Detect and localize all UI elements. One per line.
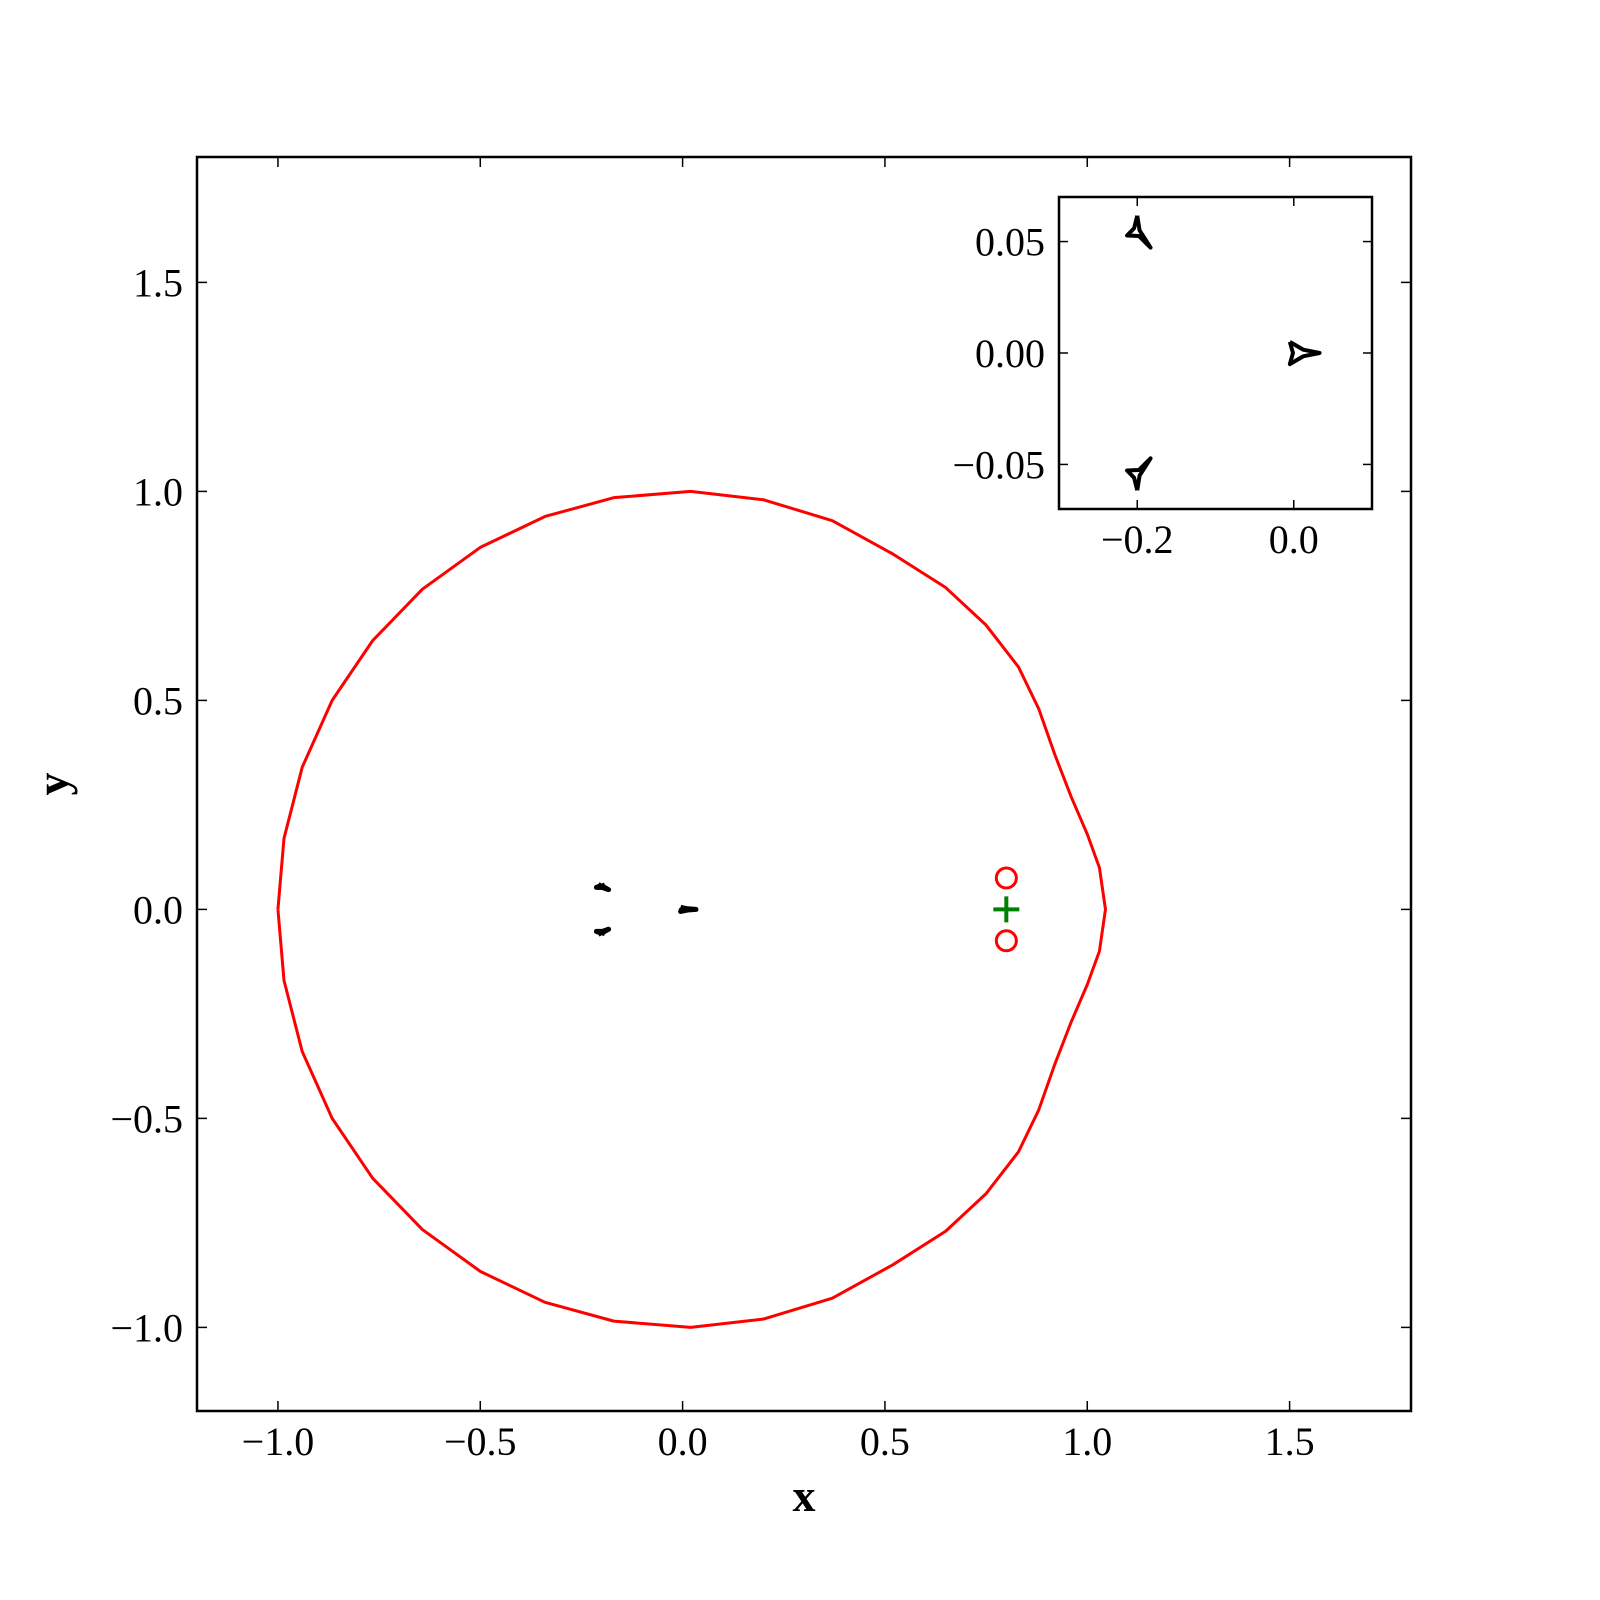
caustic: [593, 926, 612, 937]
y-tick-label: 0.5: [133, 678, 183, 723]
data-layer: [1125, 215, 1322, 491]
lens-marker: [994, 929, 1018, 953]
axes-frame: [195, 155, 1413, 1413]
y-tick-label: −1.0: [110, 1305, 183, 1350]
caustic: [593, 882, 612, 893]
y-tick-label: 1.5: [133, 260, 183, 305]
x-tick-label: −0.5: [444, 1419, 517, 1464]
caustic: [1287, 340, 1322, 367]
x-axis-label: x: [793, 1470, 816, 1521]
inset-plot: −0.2 0.0 −0.05 0.00 0.05: [952, 195, 1374, 562]
data-layer: [276, 489, 1107, 1329]
caustic: [1125, 456, 1153, 491]
x-tick-label: 1.5: [1265, 1419, 1315, 1464]
y-axis-label: y: [27, 773, 78, 796]
critical-curve: [276, 489, 1107, 1329]
x-tick-label: 0.0: [658, 1419, 708, 1464]
y-tick-label: 0.0: [133, 887, 183, 932]
y-tick-label: 0.05: [975, 220, 1045, 265]
y-tick-label: 0.00: [975, 331, 1045, 376]
x-tick-label: 0.5: [860, 1419, 910, 1464]
caustic: [678, 904, 699, 914]
plot-area: [1059, 197, 1372, 509]
y-tick-label: −0.5: [110, 1096, 183, 1141]
lens-marker: [994, 866, 1018, 890]
x-tick-label: −1.0: [242, 1419, 315, 1464]
center-marker: [993, 896, 1020, 923]
y-tick-label: 1.0: [133, 469, 183, 514]
y-tick-label: −0.05: [952, 442, 1045, 487]
x-tick-label: −0.2: [1101, 517, 1174, 562]
caustic: [1125, 215, 1153, 250]
x-tick-label: 1.0: [1062, 1419, 1112, 1464]
x-tick-label: 0.0: [1269, 517, 1319, 562]
